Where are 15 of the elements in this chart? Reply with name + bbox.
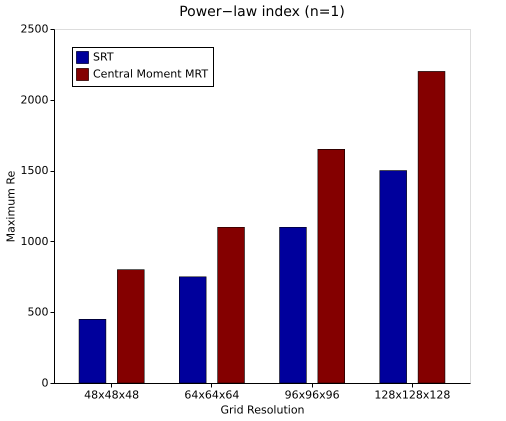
x-tick-label: 96x96x96 xyxy=(284,388,340,402)
x-tick-label: 48x48x48 xyxy=(84,388,140,402)
y-tick-label: 0 xyxy=(42,376,48,390)
legend-label: SRT xyxy=(93,50,114,64)
y-tick-label: 1500 xyxy=(20,164,48,178)
x-tick-label: 64x64x64 xyxy=(184,388,240,402)
x-tick-label: 128x128x128 xyxy=(374,388,450,402)
legend-label: Central Moment MRT xyxy=(93,68,208,80)
y-axis-title: Maximum Re xyxy=(4,170,18,242)
y-tick-label: 500 xyxy=(28,306,48,319)
y-tick-label: 1000 xyxy=(20,234,48,248)
chart-title: Power−law index (n=1) xyxy=(179,4,345,20)
y-tick-label: 2000 xyxy=(20,93,48,106)
x-axis-title: Grid Resolution xyxy=(220,404,305,416)
y-tick-label: 2500 xyxy=(20,22,48,36)
